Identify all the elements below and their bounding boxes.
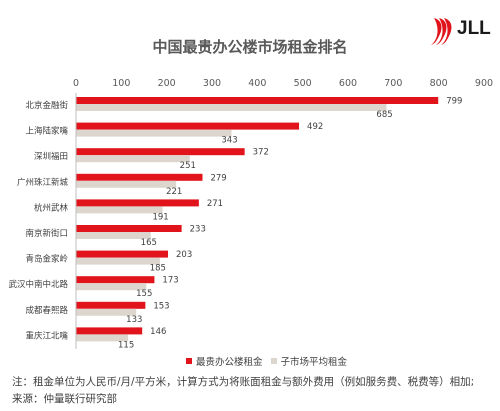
data-label-max-rent: 279 xyxy=(210,173,226,183)
jll-logo: JLL xyxy=(428,16,492,46)
data-label-avg-rent: 133 xyxy=(126,315,142,325)
x-tick-label: 200 xyxy=(158,78,176,89)
bar-max-rent xyxy=(76,327,143,335)
data-label-avg-rent: 165 xyxy=(141,238,157,248)
bar-max-rent xyxy=(76,225,182,232)
legend-swatch-max-rent xyxy=(186,358,192,364)
category-label: 北京金融街 xyxy=(25,100,68,111)
footnote: 注：租金单位为人民币/月/平方米，计算方式为将账面租金与额外费用（例如服务费、税… xyxy=(12,376,475,388)
bar-avg-rent xyxy=(76,283,147,291)
data-label-avg-rent: 343 xyxy=(221,136,237,146)
category-label: 青岛金家岭 xyxy=(25,254,68,265)
jll-logo-icon xyxy=(431,18,452,45)
legend-label-max-rent: 最贵办公楼租金 xyxy=(196,357,263,368)
bar-max-rent xyxy=(76,199,199,207)
x-tick-label: 800 xyxy=(430,78,448,89)
x-tick-label: 0 xyxy=(73,78,79,89)
category-label: 上海陆家嘴 xyxy=(25,126,68,137)
legend-item-avg-rent: 子市场平均租金 xyxy=(270,354,348,368)
y-axis-labels: 北京金融街上海陆家嘴深圳福田广州珠江新城杭州武林南京新街口青岛金家岭武汉中南中北… xyxy=(8,100,68,341)
bar-avg-rent xyxy=(76,206,163,214)
category-label: 深圳福田 xyxy=(34,151,68,162)
bar-max-rent xyxy=(76,250,169,258)
bar-avg-rent xyxy=(76,308,137,316)
data-label-avg-rent: 221 xyxy=(166,187,182,197)
bar-max-rent xyxy=(76,122,300,130)
x-tick-label: 600 xyxy=(339,78,357,89)
bar-avg-rent xyxy=(76,334,129,342)
category-label: 武汉中南中北路 xyxy=(8,279,68,290)
category-label: 杭州武林 xyxy=(34,202,69,213)
data-label-max-rent: 233 xyxy=(190,225,206,235)
legend: 最贵办公楼租金 子市场平均租金 xyxy=(186,354,347,368)
bar-max-rent xyxy=(76,173,203,181)
data-label-max-rent: 173 xyxy=(162,276,178,286)
jll-logo-text: JLL xyxy=(457,18,491,39)
data-label-avg-rent: 185 xyxy=(150,264,166,274)
data-label-max-rent: 271 xyxy=(207,199,223,209)
data-label-max-rent: 153 xyxy=(153,301,169,311)
source-note: 来源：仲量联行研究部 xyxy=(12,393,117,405)
data-label-max-rent: 492 xyxy=(307,122,323,132)
data-label-max-rent: 203 xyxy=(176,250,192,260)
bar-avg-rent xyxy=(76,232,151,239)
x-tick-label: 300 xyxy=(203,78,221,89)
bar-max-rent xyxy=(76,97,439,104)
x-tick-label: 100 xyxy=(112,78,130,89)
data-label-avg-rent: 191 xyxy=(152,212,168,222)
bar-avg-rent xyxy=(76,180,177,188)
data-label-max-rent: 146 xyxy=(150,327,166,337)
x-tick-label: 500 xyxy=(294,78,312,89)
bar-avg-rent xyxy=(76,155,190,163)
bars: 799 685 492 343 372 251 279 221 271 191 233 165 203 1… xyxy=(76,97,462,350)
legend-swatch-avg-rent xyxy=(270,358,277,364)
bar-avg-rent xyxy=(76,129,232,137)
data-label-max-rent: 799 xyxy=(446,97,462,107)
bar-max-rent xyxy=(76,148,245,156)
data-label-avg-rent: 251 xyxy=(180,161,196,171)
bar-max-rent xyxy=(76,301,146,309)
bar-max-rent xyxy=(76,276,155,284)
chart-title: 中国最贵办公楼市场租金排名 xyxy=(152,38,348,56)
legend-label-avg-rent: 子市场平均租金 xyxy=(280,357,348,368)
category-label: 南京新街口 xyxy=(25,228,68,239)
category-label: 广州珠江新城 xyxy=(17,177,69,188)
x-tick-label: 400 xyxy=(248,78,266,89)
x-axis-ticks: 0 100 200 300 400 500 600 700 800 900 xyxy=(73,78,493,89)
bar-avg-rent xyxy=(76,104,387,111)
x-tick-label: 900 xyxy=(475,78,493,89)
data-label-avg-rent: 155 xyxy=(136,289,152,299)
category-label: 成都春熙路 xyxy=(25,305,68,316)
data-label-max-rent: 372 xyxy=(253,148,269,158)
bar-avg-rent xyxy=(76,257,160,265)
category-label: 重庆江北嘴 xyxy=(25,330,68,341)
x-tick-label: 700 xyxy=(384,78,402,89)
legend-item-max-rent: 最贵办公楼租金 xyxy=(186,354,263,368)
data-label-avg-rent: 115 xyxy=(118,340,134,350)
data-label-avg-rent: 685 xyxy=(376,110,392,120)
